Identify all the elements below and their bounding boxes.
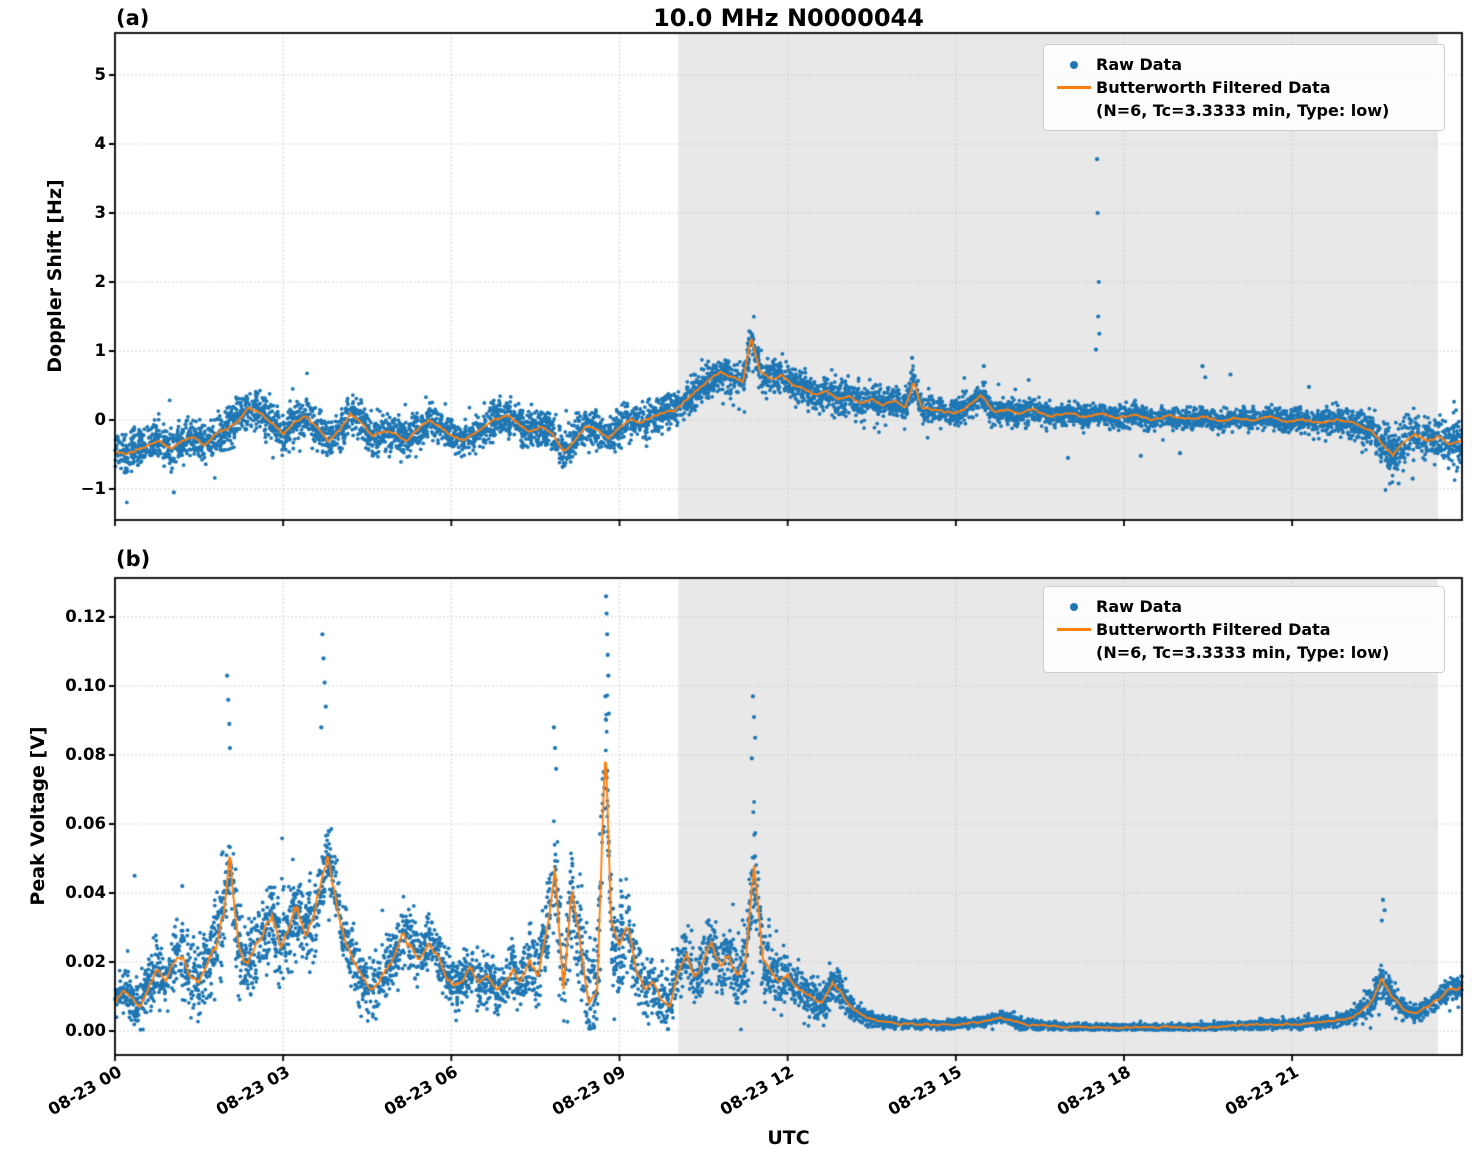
panel-b-label: (b) — [116, 547, 151, 571]
legend-entry-filtered-params: (N=6, Tc=3.3333 min, Type: low) — [1052, 99, 1434, 122]
y-tick-label: 2 — [94, 272, 106, 292]
legend-panel-b: Raw Data Butterworth Filtered Data (N=6,… — [1043, 586, 1445, 673]
legend-raw-label: Raw Data — [1096, 55, 1182, 74]
y-tick-label: 0.12 — [65, 607, 106, 627]
legend-raw-label: Raw Data — [1096, 597, 1182, 616]
y-tick-label: 1 — [94, 341, 106, 361]
legend-raw-marker-icon — [1052, 60, 1096, 69]
legend-entry-raw: Raw Data — [1052, 53, 1434, 76]
legend-panel-a: Raw Data Butterworth Filtered Data (N=6,… — [1043, 44, 1445, 131]
y-tick-label: 0.06 — [65, 814, 106, 834]
page-title: 10.0 MHz N0000044 — [653, 4, 924, 32]
y-tick-label: 0 — [94, 410, 106, 430]
x-axis-label: UTC — [767, 1127, 810, 1149]
legend-raw-marker-icon — [1052, 602, 1096, 611]
legend-entry-filtered-params: (N=6, Tc=3.3333 min, Type: low) — [1052, 641, 1434, 664]
legend-entry-raw: Raw Data — [1052, 595, 1434, 618]
y-tick-label: 5 — [94, 65, 106, 85]
y-tick-label: 0.00 — [65, 1021, 106, 1041]
legend-filtered-params: (N=6, Tc=3.3333 min, Type: low) — [1096, 101, 1390, 120]
legend-entry-filtered: Butterworth Filtered Data — [1052, 76, 1434, 99]
legend-filtered-line-icon — [1052, 628, 1096, 631]
y-tick-label: 0.04 — [65, 883, 106, 903]
y-tick-label: 0.10 — [65, 676, 106, 696]
legend-entry-filtered: Butterworth Filtered Data — [1052, 618, 1434, 641]
legend-filtered-params: (N=6, Tc=3.3333 min, Type: low) — [1096, 643, 1390, 662]
panel-a-label: (a) — [116, 6, 150, 30]
legend-filtered-line-icon — [1052, 86, 1096, 89]
y-tick-label: 3 — [94, 203, 106, 223]
y-tick-label: 4 — [94, 134, 106, 154]
y-tick-label: 0.08 — [65, 745, 106, 765]
legend-filtered-label: Butterworth Filtered Data — [1096, 78, 1331, 97]
y-tick-label: 0.02 — [65, 952, 106, 972]
legend-filtered-label: Butterworth Filtered Data — [1096, 620, 1331, 639]
y-tick-label: −1 — [80, 479, 106, 499]
